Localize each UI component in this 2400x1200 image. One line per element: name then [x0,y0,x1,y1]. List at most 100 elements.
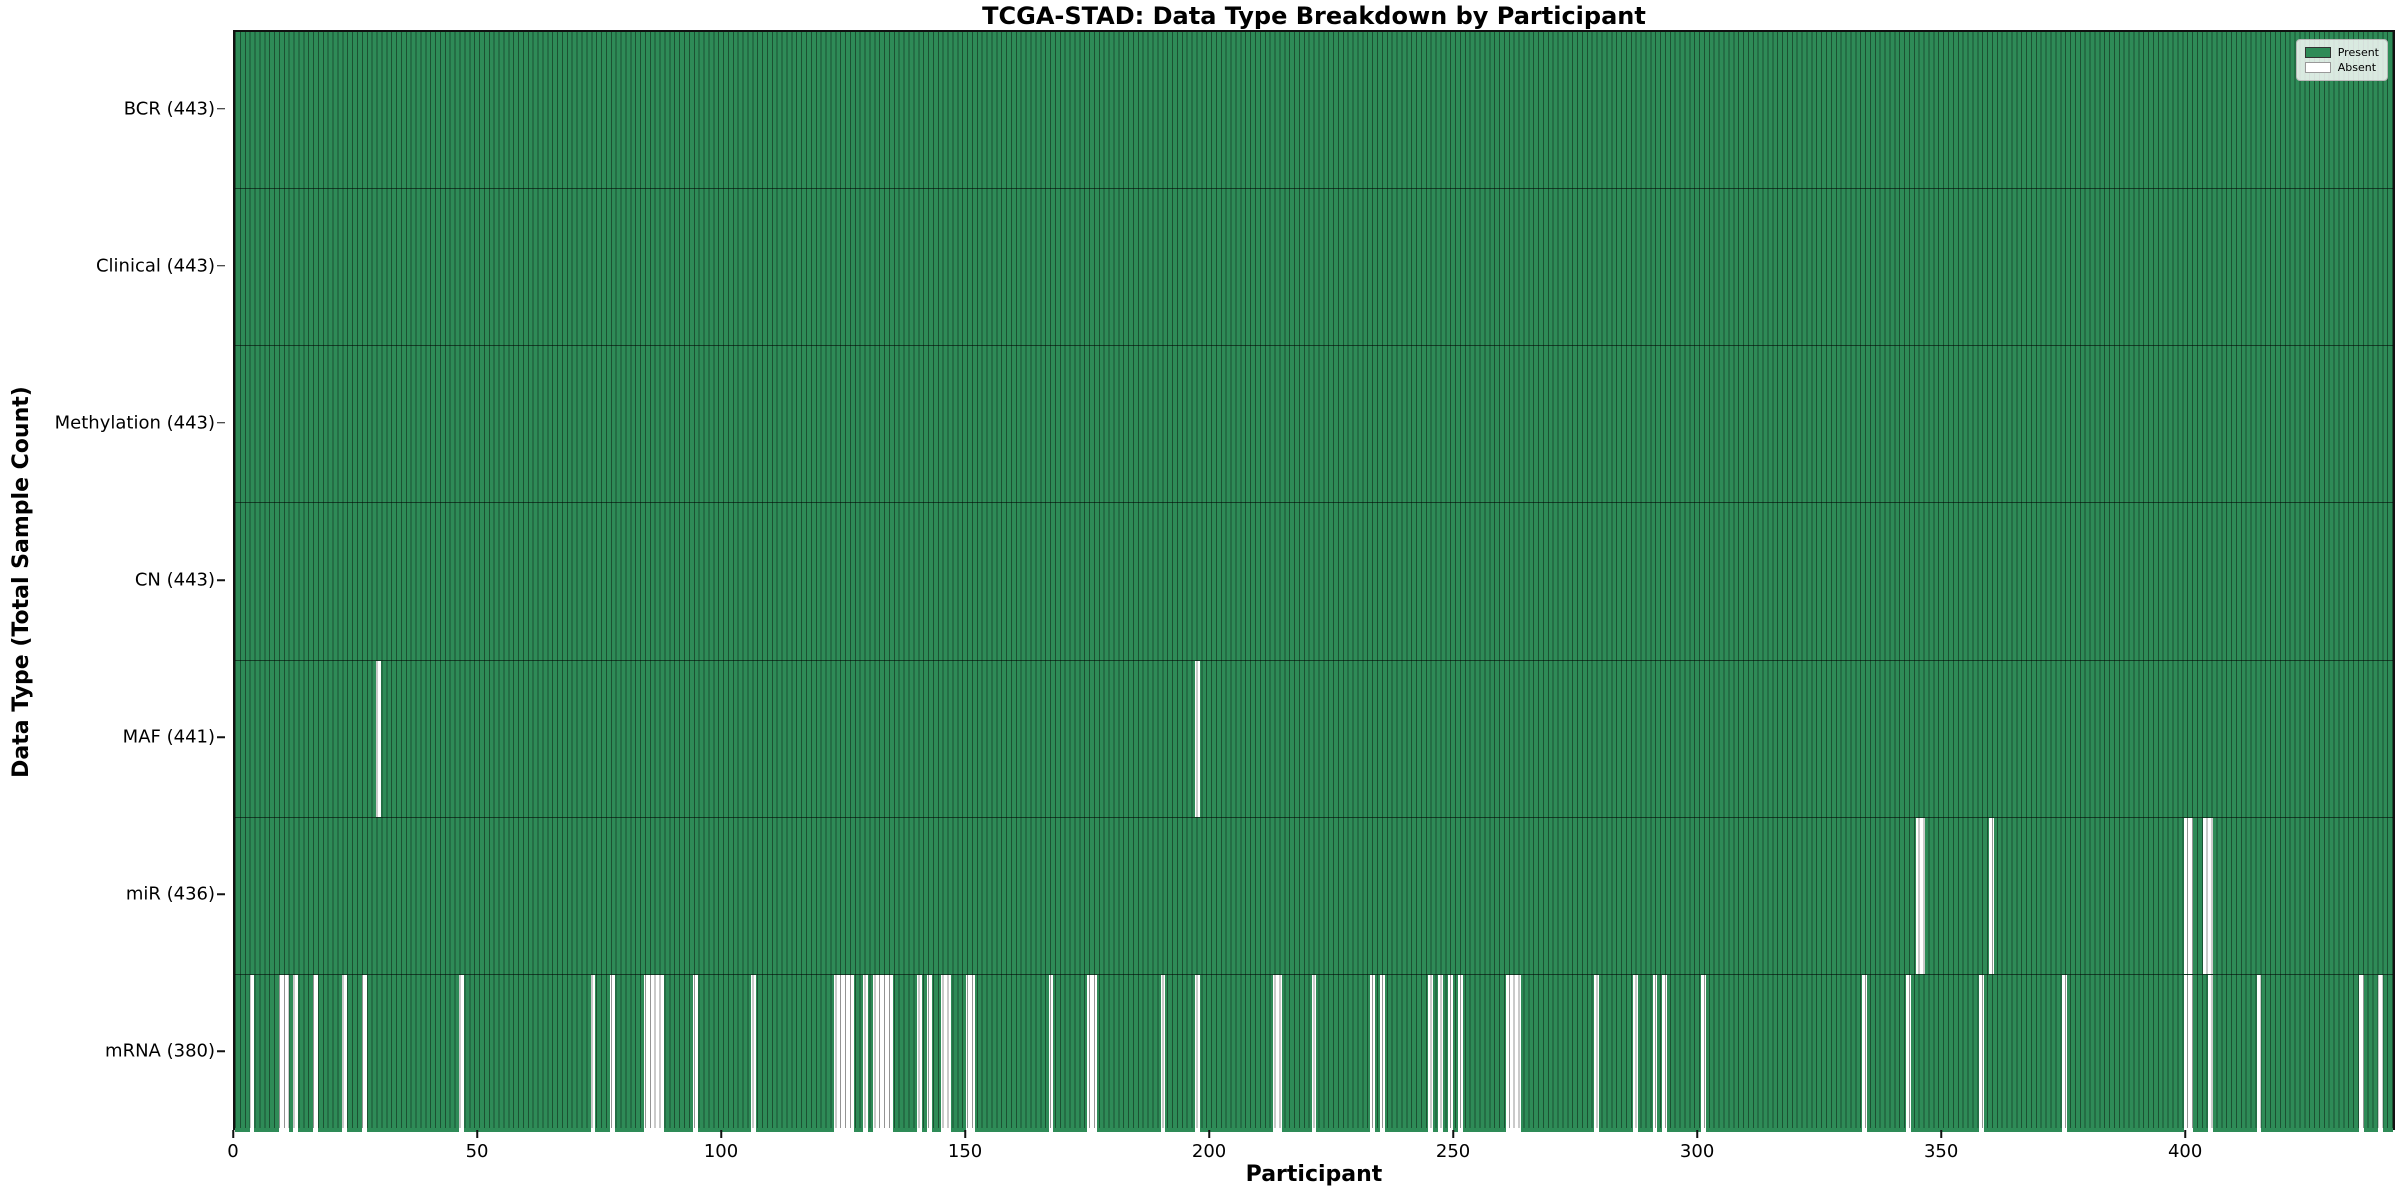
absent-bar [2256,974,2262,1132]
absent-bar [283,974,289,1132]
row-MAF [235,660,2393,818]
y-tick-mark [217,422,225,424]
absent-bar [834,974,840,1132]
absent-bar [658,974,664,1132]
absent-bar [1194,974,1200,1132]
x-tick-mark [720,1130,722,1138]
absent-swatch [2304,62,2331,73]
x-tick-mark [1940,1130,1942,1138]
absent-bar [644,974,650,1132]
absent-bar [590,974,596,1132]
y-tick-label: CN (443) [134,569,215,591]
absent-bar [1379,974,1385,1132]
x-tick-label: 50 [465,1141,489,1162]
absent-bar [965,974,971,1132]
y-tick-label: Methylation (443) [54,412,215,434]
absent-bar [1194,660,1200,817]
absent-bar [2188,974,2194,1132]
absent-bar [361,974,367,1132]
absent-bar [839,974,844,1132]
absent-bar [649,974,654,1132]
y-axis: BCR (443) Clinical (443) Methylation (443)… [0,30,225,1130]
y-tick-mark [217,579,225,581]
absent-bar [1915,817,1921,974]
legend: Present Absent [2295,39,2388,81]
x-tick-label: 200 [1191,1141,1227,1162]
y-tick-label: miR (436) [125,883,215,905]
x-tick-label: 100 [703,1141,739,1162]
absent-bar [1652,974,1658,1132]
absent-bar [1511,974,1517,1132]
absent-bar [249,974,255,1132]
absent-bar [843,974,849,1132]
heatmap-rows [235,32,2393,1132]
absent-bar [312,974,318,1132]
x-tick-label: 150 [947,1141,983,1162]
row-Clinical [235,189,2393,347]
absent-bar [2061,974,2067,1132]
absent-bar [692,974,698,1132]
x-tick-mark [232,1130,234,1138]
absent-bar [1506,974,1512,1132]
absent-bar [2183,817,2189,974]
absent-bar [887,974,893,1132]
row-CN [235,503,2393,661]
absent-bar [1594,974,1599,1132]
x-tick-label: 350 [1923,1141,1959,1162]
absent-bar [941,974,947,1132]
row-Methylation [235,346,2393,504]
legend-present-label: Present [2337,46,2379,59]
absent-bar [1516,974,1522,1132]
y-tick-mark [217,264,225,267]
x-tick-mark [476,1130,478,1138]
absent-bar [946,974,952,1132]
absent-bar [916,974,922,1132]
absent-bar [926,974,932,1132]
absent-bar [2203,817,2208,974]
absent-bar [1447,974,1453,1132]
absent-bar [873,974,878,1132]
x-tick-label: 300 [1679,1141,1715,1162]
absent-bar [2188,817,2194,974]
x-tick-mark [1208,1130,1210,1138]
absent-bar [1277,974,1283,1132]
absent-bar [751,974,757,1132]
absent-bar [1662,974,1668,1132]
y-tick-label: BCR (443) [123,98,215,120]
chart-title: TCGA-STAD: Data Type Breakdown by Partic… [982,2,1646,30]
absent-bar [293,974,299,1132]
absent-bar [848,974,854,1132]
row-miR [235,817,2393,975]
absent-bar [1311,974,1317,1132]
plot-area: Present Absent [233,30,2395,1132]
legend-item-absent: Absent [2304,60,2379,75]
absent-bar [1438,974,1444,1132]
row-BCR [235,32,2393,190]
row-mRNA [235,974,2393,1132]
absent-bar [1048,974,1054,1132]
x-tick-mark [1696,1130,1698,1138]
absent-bar [1428,974,1434,1132]
absent-bar [1160,974,1166,1132]
x-tick-mark [2184,1130,2186,1138]
absent-bar [1633,974,1638,1132]
absent-bar [278,974,284,1132]
absent-bar [882,974,888,1132]
absent-bar [2378,974,2384,1132]
absent-bar [1701,974,1707,1132]
absent-bar [1905,974,1911,1132]
y-tick-mark [217,736,225,738]
y-tick-mark [217,893,225,896]
absent-bar [1092,974,1098,1132]
y-tick-label: MAF (441) [122,726,215,748]
absent-bar [1920,817,1926,974]
x-axis-label: Participant [1245,1162,1383,1187]
absent-bar [1862,974,1867,1132]
present-swatch [2304,47,2331,58]
legend-absent-label: Absent [2337,61,2377,74]
absent-bar [342,974,348,1132]
absent-bar [2207,817,2213,974]
absent-bar [1370,974,1375,1132]
y-tick-label: Clinical (443) [95,255,215,277]
absent-bar [459,974,464,1132]
